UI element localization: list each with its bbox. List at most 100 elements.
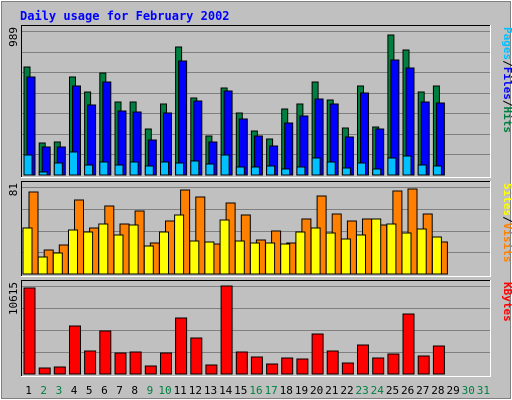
sites-bar xyxy=(431,236,442,275)
pages-bar-day-7 xyxy=(114,164,124,176)
x-tick-label: 24 xyxy=(371,384,385,397)
legend-visits: Visits xyxy=(501,223,512,263)
legend-hits: Hits xyxy=(501,107,512,134)
pages-bar-day-19 xyxy=(296,166,306,176)
x-tick-label: 3 xyxy=(56,384,63,397)
x-tick-label: 10 xyxy=(158,384,171,397)
files-bar-day-19 xyxy=(299,115,309,176)
kbytes-bar xyxy=(296,358,309,375)
sites-bar xyxy=(310,227,321,275)
pages-bar-day-18 xyxy=(281,168,291,176)
pages-bar-day-6 xyxy=(99,161,109,176)
sites-bar xyxy=(37,256,48,275)
x-tick-label: 16 xyxy=(249,384,262,397)
legend: KBytes xyxy=(501,282,512,322)
pages-bar-day-17 xyxy=(266,165,276,176)
sites-bar xyxy=(386,223,397,275)
x-tick-label: 1 xyxy=(25,384,32,397)
kbytes-bar xyxy=(190,337,203,375)
x-tick-label: 9 xyxy=(147,384,154,397)
pages-bar-day-13 xyxy=(205,163,215,176)
sites-bar xyxy=(174,214,185,275)
kbytes-bar xyxy=(53,366,66,375)
pages-bar-day-10 xyxy=(160,161,169,176)
x-tick-label: 27 xyxy=(416,384,429,397)
pages-bar-day-12 xyxy=(190,160,200,176)
pages-bar-day-14 xyxy=(220,154,230,176)
sites-bar xyxy=(371,218,382,275)
legend: Sites/Visits xyxy=(501,183,512,263)
sites-bar xyxy=(128,224,139,275)
kbytes-bar xyxy=(99,330,112,375)
pages-bar-day-23 xyxy=(357,162,366,176)
x-tick-label: 13 xyxy=(204,384,217,397)
x-tick-label: 11 xyxy=(174,384,187,397)
sites-bar xyxy=(204,241,215,275)
x-tick-label: 15 xyxy=(234,384,247,397)
legend-separator: / xyxy=(501,60,512,67)
kbytes-bar xyxy=(326,350,339,375)
kbytes-bar xyxy=(281,357,294,375)
sites-bar xyxy=(325,232,336,275)
pages-bar-day-5 xyxy=(84,164,94,176)
x-tick-label: 8 xyxy=(131,384,138,397)
legend-pages: Pages xyxy=(501,27,512,60)
files-bar-day-28 xyxy=(435,102,445,176)
kbytes-bar xyxy=(160,352,172,375)
legend: Pages/Files/Hits xyxy=(501,27,512,133)
kbytes-bar xyxy=(205,364,218,375)
chart-title: Daily usage for February 2002 xyxy=(20,9,230,23)
x-tick-label: 6 xyxy=(101,384,108,397)
kbytes-bar xyxy=(23,287,36,375)
pages-bar-day-11 xyxy=(175,162,185,176)
kbytes-bar xyxy=(311,333,324,375)
sites-bar xyxy=(219,219,230,275)
x-tick-label: 22 xyxy=(340,384,353,397)
kbytes-bar xyxy=(357,344,369,375)
sites-bar xyxy=(22,227,33,275)
files-bar-day-6 xyxy=(102,81,112,176)
pages-bar-day-4 xyxy=(69,151,78,176)
pages-bar-day-27 xyxy=(417,164,427,176)
y-max-label: 10615 xyxy=(7,282,20,315)
x-tick-label: 20 xyxy=(310,384,323,397)
kbytes-bar xyxy=(432,345,445,375)
x-tick-label: 26 xyxy=(401,384,414,397)
panel-3: 10615 KBytes xyxy=(7,280,512,377)
kbytes-bar xyxy=(266,363,279,375)
pages-bar-day-3 xyxy=(53,162,63,176)
sites-bar xyxy=(416,228,427,275)
kbytes-bar xyxy=(235,351,248,375)
pages-bar-day-9 xyxy=(144,165,154,176)
sites-bar xyxy=(265,242,276,275)
x-tick-label: 17 xyxy=(265,384,278,397)
legend-separator: / xyxy=(501,216,512,223)
pages-bar-day-22 xyxy=(341,167,351,176)
x-tick-label: 2 xyxy=(40,384,47,397)
pages-bar-day-16 xyxy=(250,166,260,176)
kbytes-bar xyxy=(372,357,385,375)
sites-bar xyxy=(52,252,63,275)
files-bar-day-24 xyxy=(375,128,385,176)
y-max-label: 989 xyxy=(7,27,20,47)
pages-bar-day-20 xyxy=(311,157,321,176)
sites-bar xyxy=(295,231,306,275)
sites-bar xyxy=(189,240,200,275)
files-bar-day-11 xyxy=(178,60,188,176)
files-bar-day-18 xyxy=(284,122,294,176)
pages-bar-day-2 xyxy=(38,171,48,176)
sites-bar xyxy=(98,223,109,275)
x-tick-label: 18 xyxy=(280,384,293,397)
sites-bar xyxy=(83,231,94,275)
x-tick-label: 21 xyxy=(325,384,338,397)
kbytes-bar xyxy=(250,356,263,375)
pages-bar-day-8 xyxy=(129,161,139,176)
x-tick-label: 12 xyxy=(189,384,202,397)
kbytes-bar xyxy=(114,352,127,375)
sites-bar xyxy=(280,243,291,275)
x-tick-label: 28 xyxy=(431,384,444,397)
sites-bar xyxy=(249,242,260,275)
